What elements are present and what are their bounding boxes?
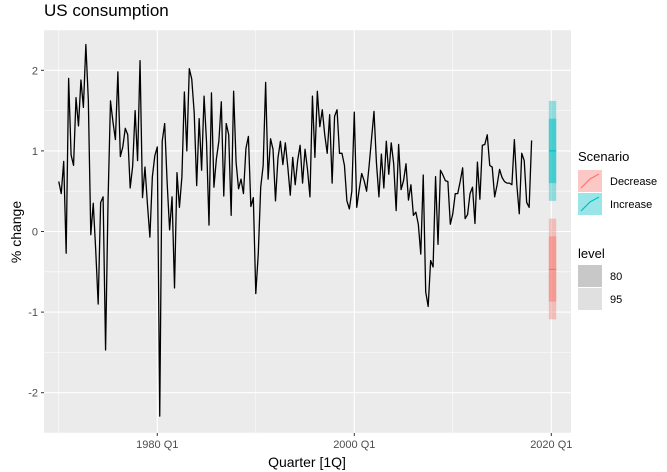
legend-key-level-80 — [578, 265, 602, 287]
legend-label-increase: Increase — [610, 199, 652, 211]
legend-title-level: level — [578, 246, 605, 261]
legend-label-level-80: 80 — [610, 271, 622, 283]
y-tick-label: 0 — [32, 227, 38, 239]
y-tick-label: 2 — [32, 65, 38, 77]
legend-title-scenario: Scenario — [578, 149, 629, 164]
y-tick-label: -1 — [28, 307, 38, 319]
legend-key-level-95 — [578, 288, 602, 310]
y-axis: 2 1 0 -1 -2 — [28, 65, 44, 400]
forecast-ribbons — [548, 100, 557, 320]
x-tick-label: 2000 Q1 — [333, 439, 375, 451]
legend-line-increase — [580, 196, 600, 212]
series-layer — [58, 43, 533, 417]
chart-title: US consumption — [44, 1, 169, 20]
legend-label-decrease: Decrease — [610, 176, 657, 188]
x-axis: 1980 Q1 2000 Q1 2020 Q1 — [136, 433, 572, 451]
legend: Scenario Decrease Increase level 80 95 — [578, 149, 657, 310]
series-line-0 — [58, 43, 533, 417]
y-tick-label: -2 — [28, 388, 38, 400]
x-axis-label: Quarter [1Q] — [268, 454, 346, 470]
grid-lines — [44, 29, 571, 434]
legend-line-decrease — [580, 173, 600, 189]
legend-key-decrease — [578, 170, 602, 192]
x-tick-label: 2020 Q1 — [530, 439, 572, 451]
x-tick-label: 1980 Q1 — [136, 439, 178, 451]
legend-key-increase — [578, 193, 602, 215]
legend-label-level-95: 95 — [610, 294, 622, 306]
y-tick-label: 1 — [32, 146, 38, 158]
y-axis-label: % change — [8, 201, 24, 263]
